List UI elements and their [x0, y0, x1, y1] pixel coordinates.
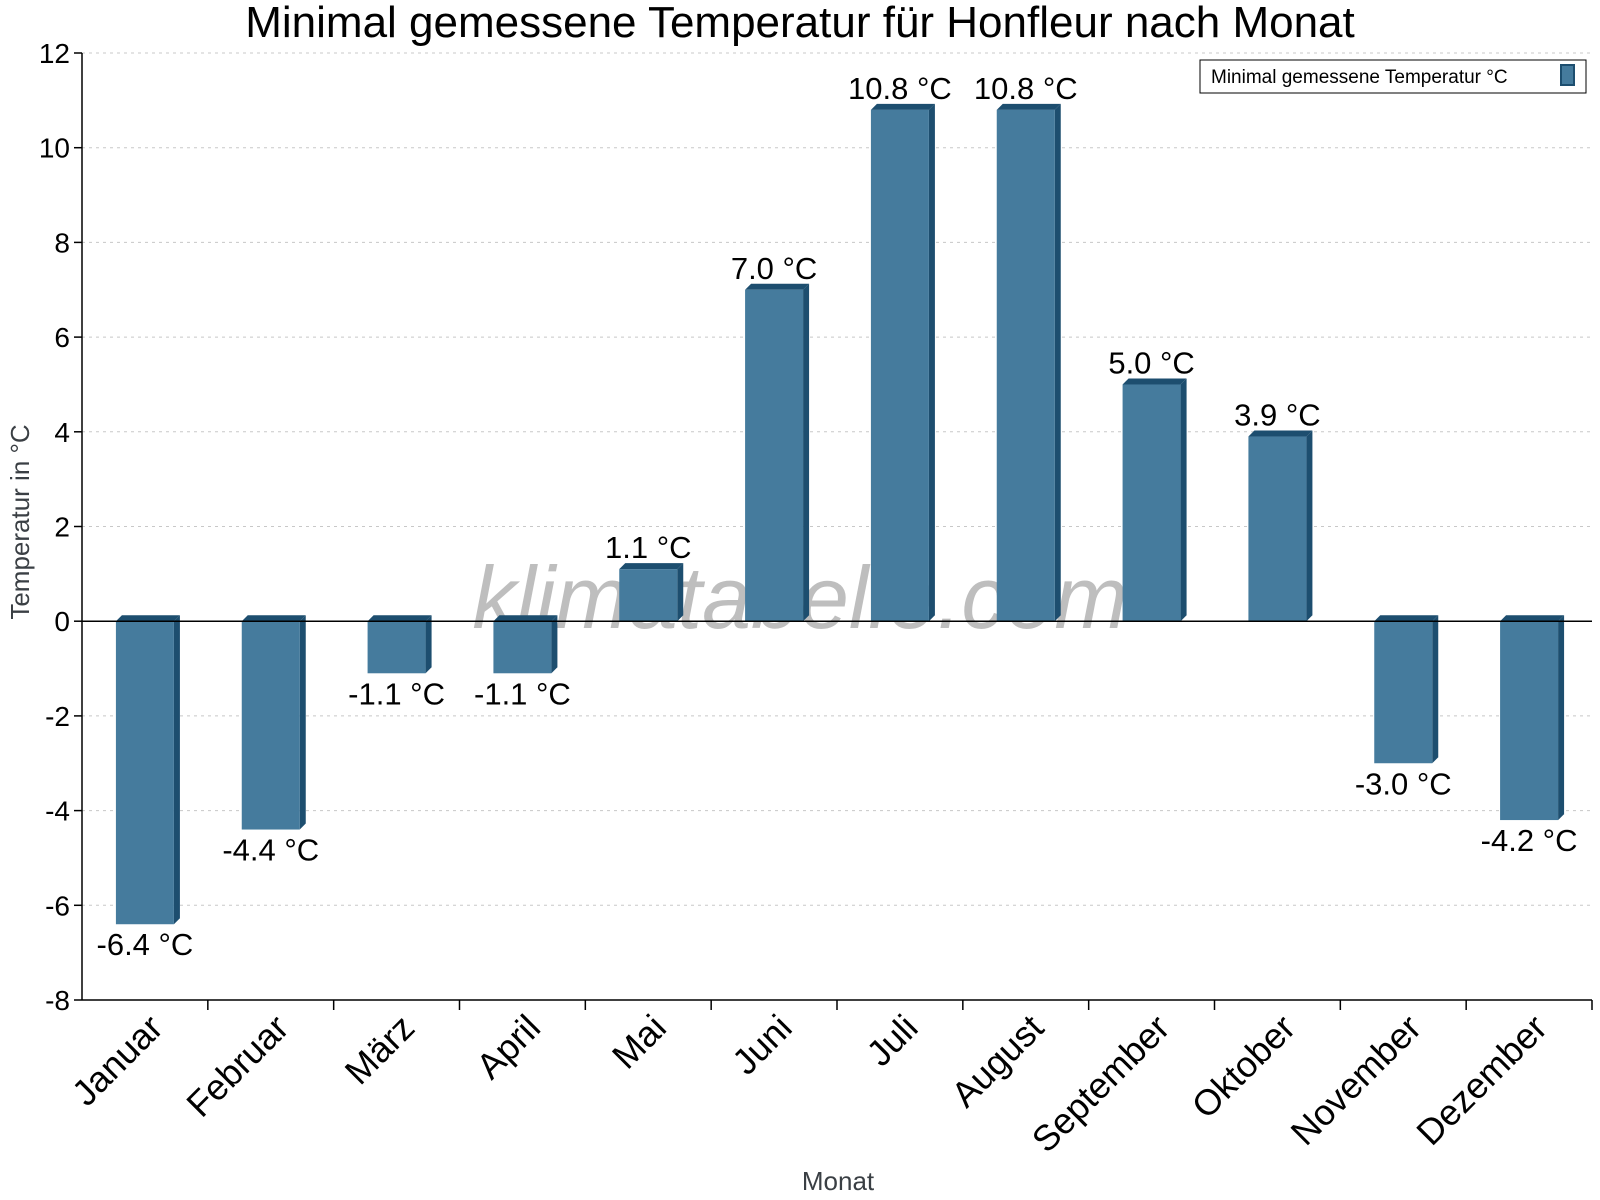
bar-side — [299, 615, 306, 830]
legend-swatch — [1560, 64, 1575, 86]
x-tick-label: Mai — [604, 1007, 674, 1077]
x-tick-label: Februar — [178, 1007, 296, 1125]
data-label: -3.0 °C — [1355, 766, 1452, 801]
bar-side — [1054, 103, 1061, 622]
data-label: -4.2 °C — [1481, 823, 1578, 858]
bar-side — [1180, 378, 1187, 622]
y-tick-label: 4 — [54, 417, 70, 448]
data-label: 10.8 °C — [974, 71, 1078, 106]
y-tick-label: 2 — [54, 512, 70, 543]
bar-side — [173, 615, 180, 925]
y-axis-label: Temperatur in °C — [5, 424, 35, 619]
bar-side — [1306, 430, 1313, 622]
bar-side — [1558, 615, 1565, 821]
bar — [1500, 621, 1559, 821]
bar-top — [870, 103, 935, 110]
y-tick-label: 8 — [54, 227, 70, 258]
data-label: -1.1 °C — [474, 676, 571, 711]
data-label: 3.9 °C — [1234, 398, 1321, 433]
bars — [115, 103, 1565, 925]
legend: Minimal gemessene Temperatur °C — [1199, 59, 1587, 94]
data-label: 7.0 °C — [731, 251, 818, 286]
data-label: -1.1 °C — [348, 676, 445, 711]
x-tick-label: Oktober — [1184, 1007, 1304, 1127]
data-label: -4.4 °C — [222, 833, 319, 868]
bar — [493, 621, 552, 674]
y-tick-label: -8 — [45, 985, 70, 1016]
bar-side — [928, 103, 935, 622]
x-tick-label: April — [468, 1007, 548, 1087]
data-label: -6.4 °C — [97, 927, 194, 962]
x-axis-label: Monat — [802, 1166, 875, 1196]
x-tick-label: Juni — [724, 1007, 800, 1083]
bar-top — [115, 615, 180, 622]
bar-top — [619, 563, 684, 570]
bar-side — [677, 563, 684, 622]
legend-box — [1199, 59, 1587, 94]
x-tick-label: November — [1282, 1007, 1428, 1153]
y-tick-label: -4 — [45, 796, 70, 827]
legend-entry: Minimal gemessene Temperatur °C — [1211, 67, 1508, 88]
x-tick-label: März — [337, 1007, 423, 1093]
y-axis-ticks: -8 -6 -4 -2 0 2 4 6 8 10 12 — [39, 38, 82, 1016]
y-tick-label: -6 — [45, 890, 70, 921]
bar-side — [425, 615, 432, 674]
y-tick-label: -2 — [45, 701, 70, 732]
chart-title: Minimal gemessene Temperatur für Honfleu… — [245, 0, 1355, 47]
bar — [367, 621, 426, 674]
bar — [241, 621, 300, 830]
bar-top — [1122, 378, 1187, 385]
bar-top — [1374, 615, 1439, 622]
y-tick-label: 6 — [54, 322, 70, 353]
data-label: 1.1 °C — [605, 530, 692, 565]
bar — [1122, 384, 1181, 622]
x-axis-ticks: Januar Februar März April Mai Juni Juli AugustS… — [64, 1000, 1593, 1161]
bar-top — [745, 283, 810, 290]
bar-top — [493, 615, 558, 622]
bar-top — [1500, 615, 1565, 622]
y-tick-label: 12 — [39, 38, 70, 69]
bar-top — [1248, 430, 1313, 437]
bar-side — [551, 615, 558, 674]
bar — [745, 289, 804, 622]
bar-side — [803, 283, 810, 622]
bar-top — [367, 615, 432, 622]
x-tick-label: August — [943, 1007, 1051, 1115]
data-label: 5.0 °C — [1108, 345, 1195, 380]
bar — [115, 621, 174, 925]
data-label: 10.8 °C — [848, 71, 952, 106]
bar — [619, 569, 678, 622]
bar-side — [1432, 615, 1439, 764]
bar — [1248, 436, 1307, 622]
bar-top — [996, 103, 1061, 110]
y-tick-label: 10 — [39, 133, 70, 164]
x-tick-label: September — [1024, 1007, 1178, 1161]
bar — [996, 109, 1055, 622]
bar-top — [241, 615, 306, 622]
x-tick-label: Dezember — [1408, 1007, 1554, 1153]
y-tick-label: 0 — [54, 606, 70, 637]
x-tick-label: Januar — [64, 1007, 171, 1114]
x-tick-label: Juli — [858, 1007, 925, 1074]
bar — [870, 109, 929, 622]
data-labels: -6.4 °C -4.4 °C -1.1 °C -1.1 °C 1.1 °C 7.0 °C… — [97, 71, 1578, 962]
bar — [1374, 621, 1433, 764]
